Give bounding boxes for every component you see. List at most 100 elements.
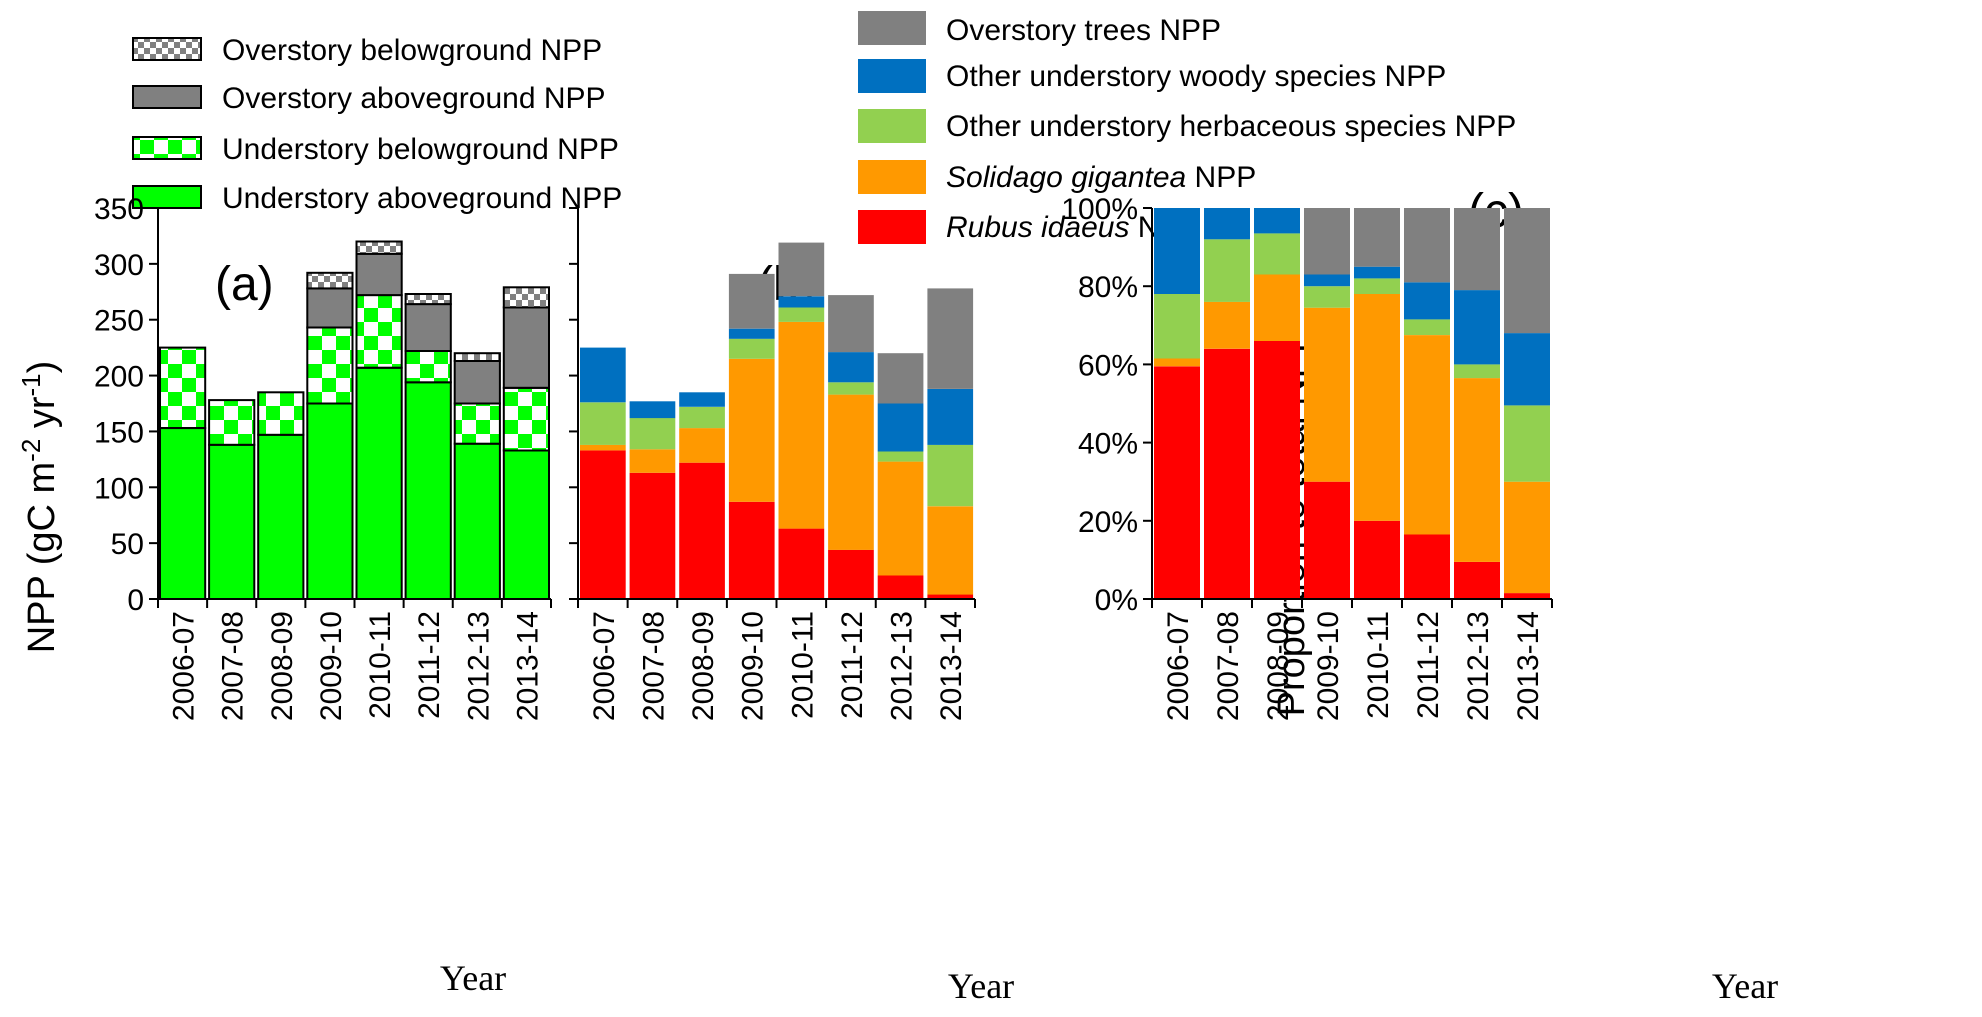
bar-solidago-gigantea-npp-2011-12 — [1404, 335, 1450, 535]
y-tick-label: 350 — [94, 193, 144, 226]
x-tick-label: 2013-14 — [511, 611, 544, 721]
y-tick-label: 300 — [94, 249, 144, 282]
bar-other-understory-herbaceous-species-npp-2006-07 — [1154, 294, 1200, 359]
legend-swatch-overstory-aboveground — [132, 85, 202, 109]
bar-overstory-trees-npp-2013-14 — [1504, 208, 1550, 334]
legend-label-solidago: Solidago gigantea NPP — [946, 161, 1256, 194]
legend-label-understory-woody: Other understory woody species NPP — [946, 60, 1446, 93]
bar-other-understory-woody-species-npp-2009-10 — [1304, 274, 1350, 287]
x-tick-label: 2010-11 — [786, 611, 819, 719]
legend-swatch-understory-aboveground — [132, 185, 202, 209]
bar-solidago-gigantea-npp-2006-07 — [580, 444, 626, 451]
bar-understory-belowground-npp-2006-07 — [159, 346, 207, 430]
bar-understory-aboveground-npp-2013-14 — [502, 449, 550, 600]
y-tick-label: 80% — [1078, 271, 1138, 304]
legend-swatch-understory-woody — [858, 59, 926, 93]
y-tick-label: 200 — [94, 361, 144, 394]
bar-overstory-belowground-npp-2012-13 — [453, 352, 501, 363]
bar-overstory-trees-npp-2010-11 — [778, 242, 825, 297]
bar-other-understory-herbaceous-species-npp-2010-11 — [1354, 278, 1400, 294]
bar-overstory-trees-npp-2012-13 — [1454, 208, 1500, 291]
bar-understory-belowground-npp-2010-11 — [355, 294, 403, 369]
bar-other-understory-herbaceous-species-npp-2010-11 — [778, 307, 825, 322]
bar-overstory-belowground-npp-2011-12 — [404, 293, 452, 306]
bar-rubus-idaeus-npp-2006-07 — [580, 450, 626, 599]
panel-b-plot: 2006-07 2007-08 2008-09 2009-10 2010-11 2011-… — [569, 207, 976, 721]
bar-understory-belowground-npp-2009-10 — [306, 326, 354, 405]
bar-understory-aboveground-npp-2011-12 — [404, 381, 452, 600]
bar-rubus-idaeus-npp-2011-12 — [828, 549, 874, 599]
y-tick-label: 0% — [1095, 584, 1138, 617]
bar-other-understory-woody-species-npp-2007-08 — [1204, 208, 1250, 240]
bar-understory-belowground-npp-2008-09 — [257, 391, 305, 436]
bar-solidago-gigantea-npp-2013-14 — [927, 506, 974, 595]
x-tick-label: 2006-07 — [168, 611, 201, 721]
x-tick-label: 2006-07 — [1162, 611, 1195, 721]
bar-solidago-gigantea-npp-2011-12 — [828, 394, 874, 550]
bar-solidago-gigantea-npp-2010-11 — [1354, 294, 1400, 521]
bar-rubus-idaeus-npp-2012-13 — [1454, 561, 1500, 599]
bar-solidago-gigantea-npp-2012-13 — [877, 461, 924, 576]
bar-rubus-idaeus-npp-2010-11 — [1354, 520, 1400, 599]
bar-overstory-aboveground-npp-2013-14 — [502, 306, 550, 389]
x-tick-label: 2013-14 — [1512, 611, 1545, 721]
bar-overstory-aboveground-npp-2011-12 — [404, 303, 452, 353]
legend-label-rubus-species: Rubus idaeus — [946, 211, 1129, 244]
bar-overstory-trees-npp-2011-12 — [828, 295, 874, 353]
x-tick-label: 2011-12 — [413, 611, 446, 719]
y-tick-label: 150 — [94, 416, 144, 449]
bar-overstory-trees-npp-2010-11 — [1354, 208, 1400, 267]
legend-swatch-understory-belowground — [132, 136, 202, 160]
bar-other-understory-herbaceous-species-npp-2008-09 — [1254, 233, 1300, 275]
bar-solidago-gigantea-npp-2012-13 — [1454, 378, 1500, 562]
y-tick-label: 40% — [1078, 428, 1138, 461]
x-tick-label: 2008-09 — [1262, 611, 1295, 721]
y-tick-label: 50 — [111, 528, 144, 561]
bar-solidago-gigantea-npp-2009-10 — [728, 358, 775, 502]
x-tick-label: 2008-09 — [687, 611, 720, 721]
bar-rubus-idaeus-npp-2007-08 — [1204, 348, 1250, 599]
bar-other-understory-herbaceous-species-npp-2013-14 — [927, 444, 974, 507]
bar-understory-aboveground-npp-2009-10 — [306, 402, 354, 600]
legend-label-overstory-aboveground: Overstory aboveground NPP — [222, 82, 606, 115]
legend-label-rubus: Rubus idaeus NPP — [946, 211, 1200, 244]
bar-overstory-aboveground-npp-2012-13 — [453, 360, 501, 405]
y-tick-label: 20% — [1078, 506, 1138, 539]
bar-other-understory-woody-species-npp-2006-07 — [580, 347, 626, 403]
x-tick-label: 2009-10 — [737, 611, 770, 721]
bar-other-understory-woody-species-npp-2010-11 — [778, 296, 825, 308]
y-tick-label: 100 — [94, 472, 144, 505]
bar-other-understory-herbaceous-species-npp-2012-13 — [877, 451, 924, 462]
bar-other-understory-woody-species-npp-2008-09 — [679, 392, 725, 407]
bar-other-understory-herbaceous-species-npp-2009-10 — [1304, 286, 1350, 308]
bar-understory-belowground-npp-2013-14 — [502, 386, 550, 452]
bar-understory-belowground-npp-2011-12 — [404, 350, 452, 384]
legend-label-understory-aboveground: Understory aboveground NPP — [222, 182, 622, 215]
y-tick-label: 100% — [1061, 193, 1138, 226]
bar-overstory-trees-npp-2012-13 — [877, 353, 924, 404]
x-tick-label: 2010-11 — [364, 611, 397, 719]
legend-label-overstory-belowground: Overstory belowground NPP — [222, 34, 602, 67]
bar-understory-aboveground-npp-2007-08 — [208, 443, 256, 600]
bar-other-understory-woody-species-npp-2008-09 — [1254, 208, 1300, 234]
legend-swatch-solidago — [858, 160, 926, 194]
x-tick-label: 2012-13 — [886, 611, 919, 721]
bar-overstory-belowground-npp-2010-11 — [355, 240, 403, 255]
bar-rubus-idaeus-npp-2013-14 — [927, 594, 974, 599]
bar-other-understory-woody-species-npp-2009-10 — [728, 328, 775, 339]
x-tick-label: 2009-10 — [1312, 611, 1345, 721]
panel-a-plot: 0 50 100 150 200 250 300 350 2006-07 2007-08 2008-… — [94, 193, 552, 721]
bar-overstory-trees-npp-2013-14 — [927, 288, 974, 389]
bar-overstory-trees-npp-2011-12 — [1404, 208, 1450, 283]
bar-understory-belowground-npp-2012-13 — [453, 402, 501, 445]
legend-swatch-rubus — [858, 210, 926, 244]
bar-rubus-idaeus-npp-2008-09 — [679, 462, 725, 599]
bar-rubus-idaeus-npp-2012-13 — [877, 575, 924, 599]
x-tick-label: 2006-07 — [588, 611, 621, 721]
bar-other-understory-herbaceous-species-npp-2007-08 — [629, 418, 676, 450]
panel-c-plot: 0% 20% 40% 60% 80% 100% 2006-07 2007-08 2008-09 2… — [1061, 193, 1553, 721]
bar-other-understory-herbaceous-species-npp-2008-09 — [679, 406, 725, 429]
bar-solidago-gigantea-npp-2010-11 — [778, 321, 825, 529]
bar-overstory-belowground-npp-2009-10 — [306, 271, 354, 290]
